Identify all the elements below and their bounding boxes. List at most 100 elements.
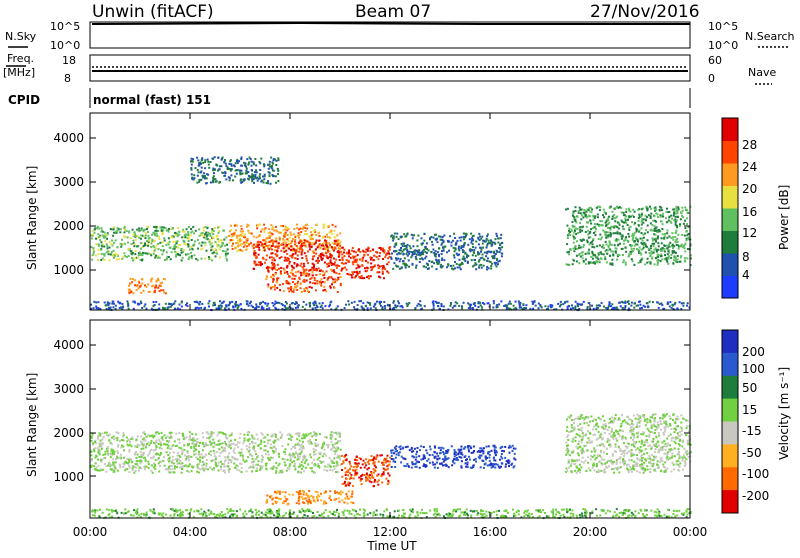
echo-cell xyxy=(335,265,337,267)
echo-cell xyxy=(391,258,393,260)
echo-cell xyxy=(339,248,341,250)
echo-cell xyxy=(221,442,223,444)
echo-cell xyxy=(394,233,396,235)
echo-cell xyxy=(249,454,251,456)
echo-cell xyxy=(607,231,609,233)
echo-cell xyxy=(256,264,258,266)
echo-cell xyxy=(580,218,582,220)
echo-cell xyxy=(458,249,460,251)
echo-cell xyxy=(270,276,272,278)
echo-cell xyxy=(297,471,299,473)
echo-cell xyxy=(637,209,639,211)
echo-cell xyxy=(573,238,575,240)
echo-cell xyxy=(448,250,450,252)
echo-cell xyxy=(616,259,618,261)
echo-cell xyxy=(501,255,503,257)
echo-cell xyxy=(443,250,445,252)
echo-cell xyxy=(93,450,95,452)
echo-cell xyxy=(108,440,110,442)
echo-cell xyxy=(165,227,167,229)
echo-cell xyxy=(213,172,215,174)
echo-cell xyxy=(97,259,99,261)
echo-cell xyxy=(241,181,243,183)
echo-cell xyxy=(176,242,178,244)
echo-cell xyxy=(646,206,648,208)
echo-cell xyxy=(283,247,285,249)
echo-cell xyxy=(309,236,311,238)
echo-cell xyxy=(428,260,430,262)
echo-cell xyxy=(684,220,686,222)
echo-cell xyxy=(583,244,585,246)
echo-cell xyxy=(187,452,189,454)
echo-cell xyxy=(136,289,138,291)
echo-cell xyxy=(325,252,327,254)
echo-cell xyxy=(298,458,300,460)
echo-cell xyxy=(616,306,618,308)
echo-cell xyxy=(399,249,401,251)
echo-cell xyxy=(389,249,391,251)
echo-cell xyxy=(655,239,657,241)
echo-cell xyxy=(474,305,476,307)
echo-cell xyxy=(570,308,572,310)
echo-cell xyxy=(334,236,336,238)
echo-cell xyxy=(582,226,584,228)
echo-cell xyxy=(330,438,332,440)
echo-cell xyxy=(101,433,103,435)
echo-cell xyxy=(240,165,242,167)
echo-cell xyxy=(665,217,667,219)
echo-cell xyxy=(343,249,345,251)
echo-cell xyxy=(117,470,119,472)
echo-cell xyxy=(621,220,623,222)
echo-cell xyxy=(274,286,276,288)
echo-cell xyxy=(336,442,338,444)
echo-cell xyxy=(245,172,247,174)
echo-cell xyxy=(275,245,277,247)
echo-cell xyxy=(208,453,210,455)
echo-cell xyxy=(208,167,210,169)
echo-cell xyxy=(425,266,427,268)
echo-cell xyxy=(343,502,345,504)
echo-cell xyxy=(134,232,136,234)
echo-cell xyxy=(91,246,93,248)
echo-cell xyxy=(140,234,142,236)
power-ytick-label: 2000 xyxy=(53,219,84,233)
echo-cell xyxy=(174,300,176,302)
echo-cell xyxy=(297,307,299,309)
echo-cell xyxy=(278,453,280,455)
echo-cell xyxy=(672,247,674,249)
echo-cell xyxy=(340,241,342,243)
echo-cell xyxy=(270,443,272,445)
echo-cell xyxy=(224,159,226,161)
echo-cell xyxy=(92,230,94,232)
echo-cell xyxy=(177,240,179,242)
echo-cell xyxy=(456,302,458,304)
echo-cell xyxy=(309,454,311,456)
echo-cell xyxy=(314,307,316,309)
echo-cell xyxy=(305,255,307,257)
echo-cell xyxy=(92,247,94,249)
echo-cell xyxy=(111,437,113,439)
echo-cell xyxy=(278,302,280,304)
echo-cell xyxy=(230,174,232,176)
echo-cell xyxy=(660,216,662,218)
echo-cell xyxy=(628,227,630,229)
echo-cell xyxy=(236,173,238,175)
echo-cell xyxy=(176,458,178,460)
echo-cell xyxy=(451,268,453,270)
echo-cell xyxy=(575,206,577,208)
echo-cell xyxy=(290,460,292,462)
echo-cell xyxy=(117,254,119,256)
echo-cell xyxy=(671,218,673,220)
echo-cell xyxy=(150,279,152,281)
echo-cell xyxy=(192,466,194,468)
echo-cell xyxy=(109,302,111,304)
echo-cell xyxy=(581,252,583,254)
echo-cell xyxy=(389,246,391,248)
echo-cell xyxy=(284,305,286,307)
echo-cell xyxy=(607,227,609,229)
echo-cell xyxy=(458,305,460,307)
echo-cell xyxy=(352,271,354,273)
echo-cell xyxy=(331,283,333,285)
echo-cell xyxy=(493,251,495,253)
echo-cell xyxy=(609,232,611,234)
